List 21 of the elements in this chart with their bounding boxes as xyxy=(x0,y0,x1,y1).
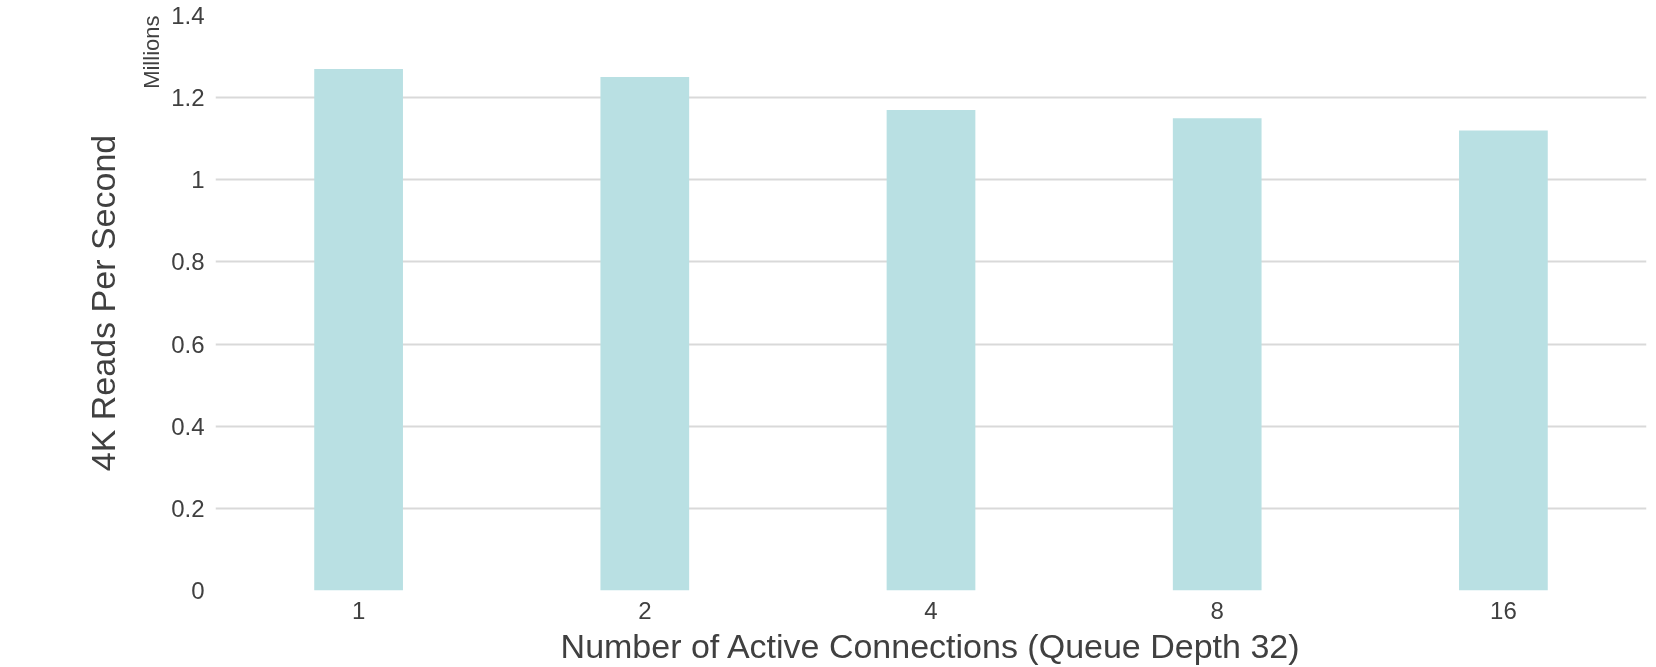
x-tick-label: 8 xyxy=(1210,596,1224,624)
y-tick-label: 0 xyxy=(191,577,205,604)
bar xyxy=(1172,118,1262,591)
bar xyxy=(886,109,976,591)
bar xyxy=(1459,130,1548,591)
y-tick-label: 0.6 xyxy=(171,330,205,358)
y-tick-label: 1.4 xyxy=(171,2,205,29)
x-axis-title: Number of Active Connections (Queue Depth 32) xyxy=(560,626,1300,665)
y-tick-label: 1.2 xyxy=(171,84,205,112)
x-tick-label: 4 xyxy=(924,596,938,624)
y-axis-title: 4K Reads Per Second xyxy=(83,134,122,472)
text: Millions xyxy=(138,15,164,89)
y-tick-label: 0.4 xyxy=(171,412,205,440)
y-tick-label: 0.2 xyxy=(171,494,205,522)
x-tick-label: 2 xyxy=(638,596,652,624)
bar xyxy=(314,68,403,591)
x-tick-label: 16 xyxy=(1490,596,1517,624)
y-tick-label: 0.8 xyxy=(171,248,205,276)
bar xyxy=(600,77,690,591)
x-tick-label: 1 xyxy=(351,596,366,624)
y-tick-label: 1 xyxy=(191,166,205,194)
